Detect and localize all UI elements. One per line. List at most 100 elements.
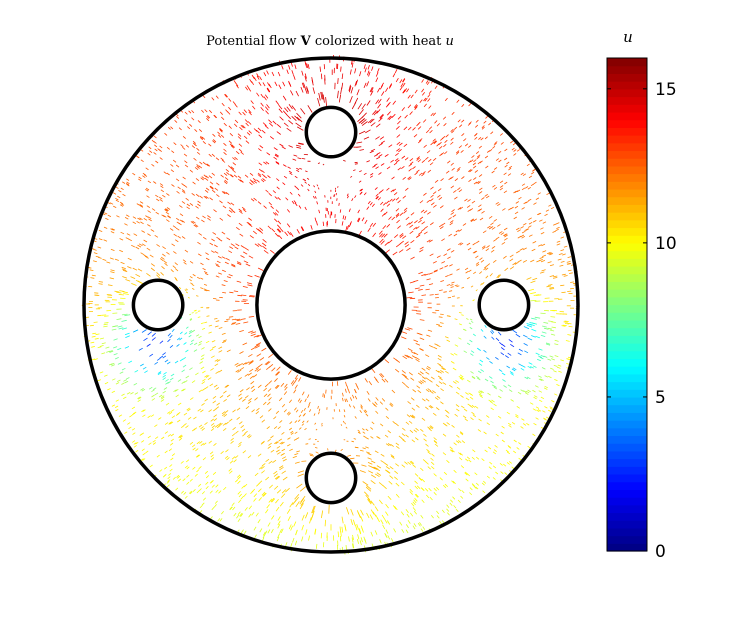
flow-arrow (268, 119, 273, 124)
flow-arrow (229, 143, 234, 147)
flow-arrow (365, 446, 369, 449)
flow-arrow (402, 176, 406, 180)
flow-arrow (244, 507, 248, 511)
flow-arrow (433, 140, 437, 144)
flow-arrow (491, 226, 496, 230)
flow-arrow (299, 167, 303, 170)
flow-arrow (188, 110, 192, 114)
flow-arrow (202, 236, 207, 240)
flow-arrow (502, 208, 506, 211)
flow-arrow (196, 147, 200, 151)
flow-arrow (235, 430, 239, 434)
flow-arrow (149, 150, 153, 154)
flow-arrow (389, 475, 394, 479)
flow-arrow (429, 426, 433, 430)
flow-arrow (390, 455, 395, 459)
flow-arrow (207, 217, 211, 221)
flow-arrow (154, 144, 158, 148)
flow-arrow (550, 316, 556, 318)
flow-arrow (171, 415, 176, 419)
flow-arrow (231, 264, 236, 268)
flow-arrow (292, 499, 297, 506)
flow-arrow (450, 250, 455, 253)
flow-arrow (242, 433, 246, 437)
flow-arrow (385, 407, 389, 411)
flow-arrow (389, 198, 393, 202)
flow-arrow (531, 317, 537, 320)
flow-arrow (153, 181, 157, 184)
flow-arrow (558, 370, 562, 373)
flow-arrow (481, 458, 485, 462)
flow-arrow (530, 292, 536, 295)
flow-arrow (545, 343, 551, 346)
flow-arrow (231, 322, 237, 324)
flow-arrow (294, 115, 300, 121)
flow-arrow (279, 420, 283, 423)
flow-arrow (515, 227, 520, 231)
flow-arrow (530, 183, 535, 187)
flow-arrow (529, 402, 534, 405)
flow-arrow (221, 269, 226, 272)
flow-arrow (345, 545, 347, 550)
flow-arrow (304, 427, 307, 431)
flow-arrow (508, 461, 512, 464)
flow-arrow (419, 246, 424, 250)
flow-arrow (258, 134, 263, 138)
flow-arrow (251, 388, 256, 393)
flow-arrow (211, 238, 215, 242)
flow-arrow (507, 422, 512, 426)
flow-arrow (286, 106, 291, 112)
flow-arrow (524, 186, 529, 189)
colorbar-segment (607, 412, 647, 421)
colorbar-segment (607, 88, 647, 98)
flow-arrow (248, 513, 252, 518)
flow-arrow (170, 373, 175, 377)
flow-arrow (411, 415, 415, 419)
flow-arrow (306, 63, 309, 69)
flow-arrow (430, 142, 434, 146)
flow-arrow (337, 186, 339, 188)
flow-arrow (469, 396, 474, 400)
flow-arrow (533, 181, 537, 185)
flow-arrow (365, 486, 372, 492)
flow-arrow (229, 470, 233, 474)
flow-arrow (126, 392, 131, 395)
flow-arrow (354, 195, 357, 199)
flow-arrow (409, 461, 414, 465)
flow-arrow (259, 227, 264, 231)
flow-arrow (176, 343, 180, 347)
flow-arrow (257, 174, 262, 178)
flow-arrow (481, 125, 485, 129)
flow-arrow (380, 423, 384, 427)
flow-arrow (543, 355, 548, 358)
flow-arrow (242, 286, 248, 288)
flow-arrow (307, 105, 313, 113)
flow-arrow (384, 154, 389, 157)
flow-arrow (378, 499, 383, 505)
flow-arrow (376, 156, 380, 160)
flow-arrow (412, 127, 416, 131)
flow-arrow (218, 134, 222, 138)
flow-arrow (440, 280, 445, 282)
flow-arrow (161, 214, 165, 218)
flow-arrow (459, 206, 464, 210)
flow-arrow (233, 174, 238, 178)
flow-arrow (402, 82, 406, 87)
flow-arrow (538, 355, 543, 358)
flow-arrow (299, 485, 307, 492)
flow-arrow (388, 480, 393, 485)
flow-arrow (528, 198, 532, 202)
flow-arrow (139, 217, 143, 221)
flow-arrow (170, 269, 174, 273)
colorbar-segment (607, 289, 647, 298)
flow-arrow (399, 86, 403, 91)
flow-arrow (189, 441, 194, 445)
flow-arrow (117, 379, 121, 382)
flow-arrow (200, 277, 204, 280)
flow-arrow (203, 442, 207, 446)
flow-arrow (210, 367, 214, 371)
flow-arrow (131, 412, 136, 416)
flow-arrow (229, 291, 234, 294)
flow-arrow (428, 487, 432, 492)
flow-arrow (360, 119, 367, 125)
